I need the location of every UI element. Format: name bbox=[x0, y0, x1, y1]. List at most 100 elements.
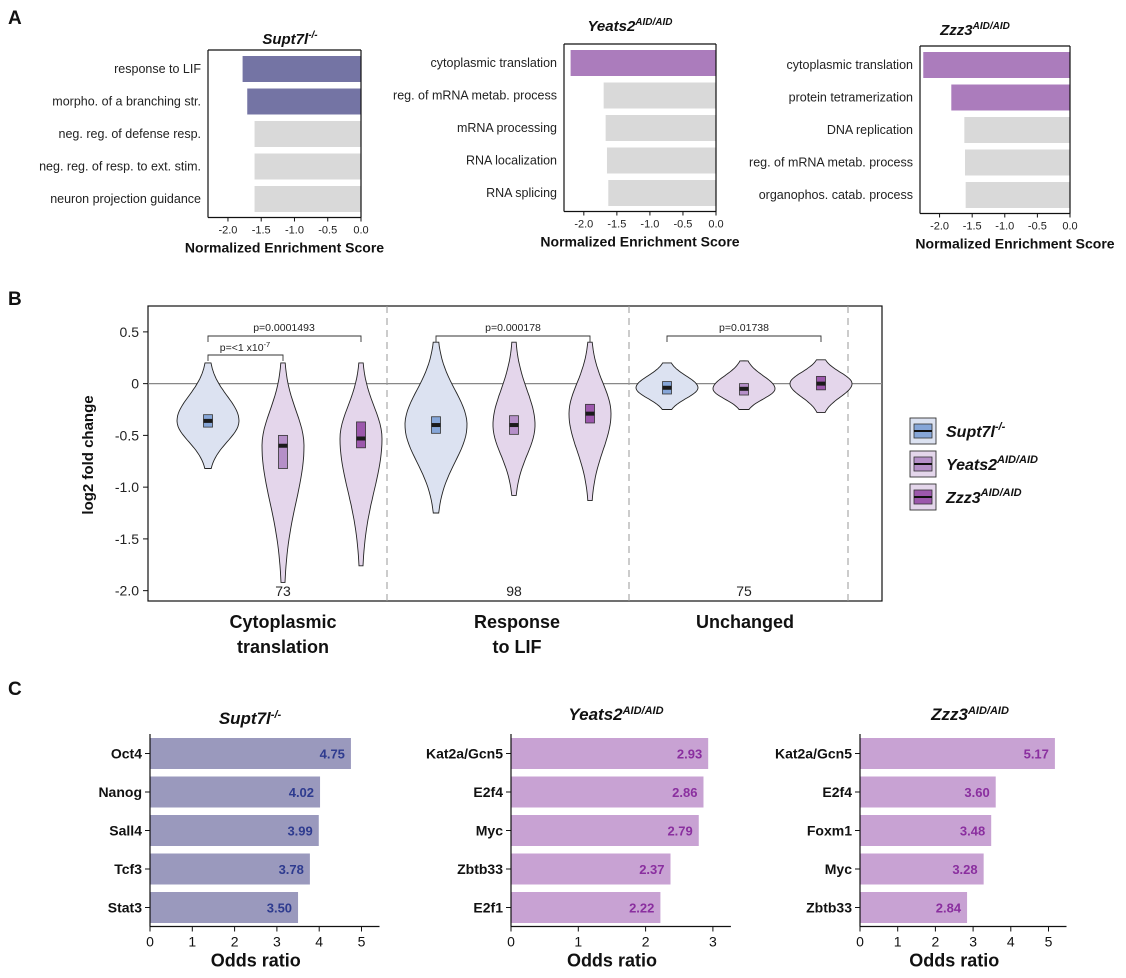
nes-bar bbox=[965, 182, 1070, 208]
odds-ratio-bar bbox=[150, 815, 319, 846]
y-tick-label: 0 bbox=[131, 376, 139, 392]
chart-title-sup: AID/AID bbox=[622, 705, 664, 717]
tf-category-label: Zbtb33 bbox=[457, 861, 503, 877]
group-label-line: to LIF bbox=[493, 637, 542, 657]
legend-label: Yeats2AID/AID bbox=[946, 454, 1038, 474]
y-tick-label: -1.5 bbox=[115, 531, 139, 547]
y-tick-label: -2.0 bbox=[115, 583, 139, 599]
median-mark bbox=[509, 423, 519, 428]
nes-bar bbox=[606, 147, 716, 174]
median-mark bbox=[356, 436, 366, 441]
x-tick-label: 5 bbox=[1045, 934, 1053, 950]
violin-y-axis-label: log2 fold change bbox=[80, 395, 97, 514]
odds-ratio-bar bbox=[860, 776, 996, 808]
pvalue-label: p=0.0001493 bbox=[253, 322, 315, 334]
odds-ratio-bar bbox=[150, 892, 299, 923]
x-axis-title: Odds ratio bbox=[211, 951, 301, 971]
nes-bar bbox=[603, 82, 716, 109]
iqr-box bbox=[356, 421, 366, 449]
median-mark bbox=[662, 385, 672, 390]
nes-bar bbox=[254, 121, 361, 147]
chart-title-sup: -/- bbox=[271, 709, 282, 721]
x-tick-label: 1 bbox=[188, 934, 196, 950]
legend-label-main: Zzz3 bbox=[945, 490, 981, 507]
x-tick-label: 4 bbox=[315, 934, 323, 950]
legend-label-main: Yeats2 bbox=[946, 457, 997, 474]
chart-title-sup: AID/AID bbox=[972, 21, 1010, 32]
violin-shapes bbox=[176, 341, 853, 583]
median-mark bbox=[739, 386, 749, 391]
odds-ratio-bar bbox=[511, 892, 661, 923]
group-label-line: Response bbox=[474, 612, 560, 632]
x-axis-title: Odds ratio bbox=[909, 951, 999, 971]
tf-category-label: E2f1 bbox=[473, 900, 503, 916]
odds-ratio-value: 2.22 bbox=[629, 901, 654, 916]
nes-bar bbox=[247, 88, 361, 115]
panel-label-b: B bbox=[8, 289, 22, 310]
x-tick-label: 1 bbox=[574, 934, 582, 950]
nes-bar bbox=[254, 186, 361, 212]
pvalue-text: p=<1 x10 bbox=[220, 342, 264, 354]
category-label: neg. reg. of resp. to ext. stim. bbox=[39, 160, 201, 174]
category-label: RNA localization bbox=[466, 154, 557, 168]
tf-category-label: E2f4 bbox=[822, 784, 852, 800]
chart-title-main: Yeats2 bbox=[587, 18, 635, 35]
chart-title-main: Zzz3 bbox=[939, 22, 973, 39]
odds-ratio-bar bbox=[511, 815, 699, 846]
median-mark bbox=[203, 418, 213, 423]
chart-title: Supt7l-/- bbox=[219, 709, 282, 728]
odds-ratio-value: 4.02 bbox=[289, 785, 314, 800]
x-tick-label: -2.0 bbox=[574, 219, 593, 231]
x-tick-label: 0 bbox=[507, 934, 515, 950]
x-tick-label: -2.0 bbox=[930, 221, 949, 233]
x-axis-title: Normalized Enrichment Score bbox=[540, 234, 739, 250]
tf-category-label: Zbtb33 bbox=[806, 900, 852, 916]
category-label: mRNA processing bbox=[457, 121, 557, 135]
x-tick-label: 0.0 bbox=[1062, 221, 1077, 233]
odds-ratio-bar bbox=[511, 738, 709, 769]
median-mark bbox=[816, 381, 826, 386]
median-mark bbox=[278, 443, 288, 448]
category-label: DNA replication bbox=[827, 123, 913, 137]
tf-category-label: Myc bbox=[825, 861, 852, 877]
x-tick-label: 0 bbox=[856, 934, 864, 950]
tf-category-label: Oct4 bbox=[111, 746, 142, 762]
odds-ratio-value: 2.37 bbox=[639, 862, 664, 877]
chart-title: Zzz3AID/AID bbox=[939, 21, 1010, 39]
group-n-count: 98 bbox=[506, 583, 522, 599]
x-axis-title: Odds ratio bbox=[567, 951, 657, 971]
legend-label: Zzz3AID/AID bbox=[945, 487, 1022, 507]
x-tick-label: -1.0 bbox=[285, 225, 304, 237]
odds-ratio-bar bbox=[860, 853, 984, 885]
chart-title-main: Supt7l bbox=[262, 31, 309, 48]
odds-ratio-bar bbox=[860, 738, 1055, 769]
pvalue-bracket bbox=[666, 335, 822, 342]
pvalue-brackets: p=0.0001493 p=<1 x10-7 p=0.000178 p=0.01738 bbox=[207, 322, 822, 361]
chart-title: Yeats2AID/AID bbox=[587, 17, 672, 35]
tf-category-label: Stat3 bbox=[108, 900, 142, 916]
pvalue-text: p=0.0001493 bbox=[253, 322, 315, 334]
group-label-line: Cytoplasmic bbox=[229, 612, 336, 632]
x-tick-label: 0.0 bbox=[708, 219, 723, 231]
group-counts: 73 98 75 bbox=[275, 583, 752, 599]
category-label: reg. of mRNA metab. process bbox=[393, 89, 557, 103]
category-label: neg. reg. of defense resp. bbox=[59, 127, 201, 141]
x-axis-title: Normalized Enrichment Score bbox=[915, 236, 1114, 252]
panel-label-a: A bbox=[8, 8, 22, 29]
median-mark bbox=[431, 423, 441, 428]
nes-bar bbox=[242, 56, 361, 82]
category-label: response to LIF bbox=[114, 62, 201, 76]
category-label: neuron projection guidance bbox=[50, 192, 201, 206]
pvalue-bracket bbox=[207, 335, 362, 342]
x-tick-label: 3 bbox=[969, 934, 977, 950]
tf-category-label: Nanog bbox=[98, 784, 142, 800]
category-label: cytoplasmic translation bbox=[787, 58, 913, 72]
y-tick-label: 0.5 bbox=[120, 324, 140, 340]
panel-c-chart-yeats2: Yeats2AID/AID 2.93 Kat2a/Gcn5 2.86 E2f4 2.79 M… bbox=[426, 705, 731, 971]
pvalue-bracket bbox=[435, 335, 591, 342]
tf-category-label: Kat2a/Gcn5 bbox=[775, 746, 852, 762]
category-label: organophos. catab. process bbox=[759, 188, 913, 202]
odds-ratio-value: 2.79 bbox=[667, 824, 692, 839]
